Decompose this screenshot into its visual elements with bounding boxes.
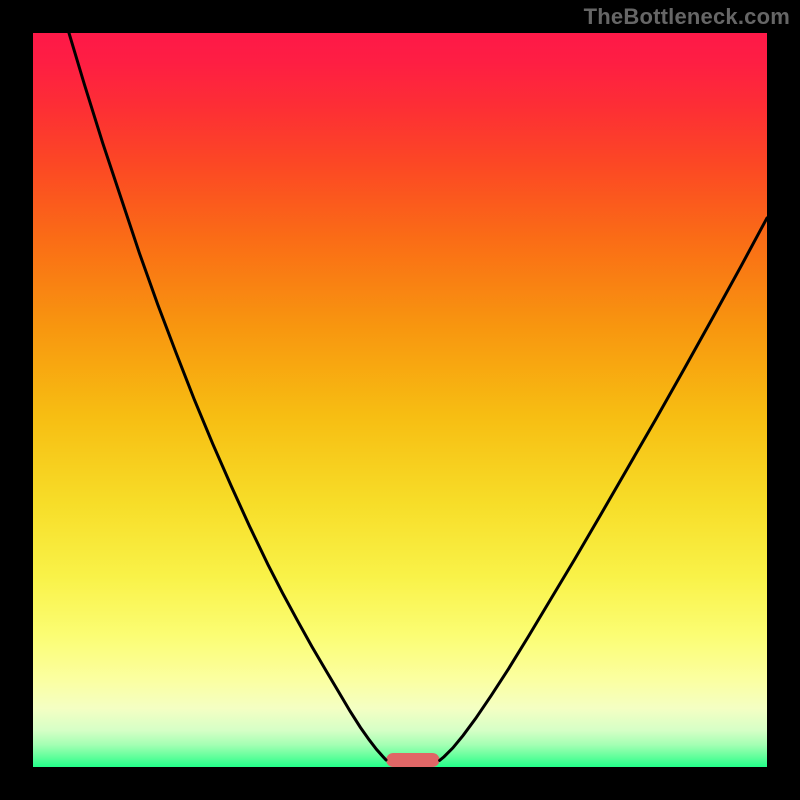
chart-svg xyxy=(33,33,767,767)
watermark: TheBottleneck.com xyxy=(584,4,790,30)
plot-area xyxy=(33,33,767,767)
gradient-background xyxy=(33,33,767,767)
bottom-marker xyxy=(386,753,440,767)
chart-outer: TheBottleneck.com xyxy=(0,0,800,800)
